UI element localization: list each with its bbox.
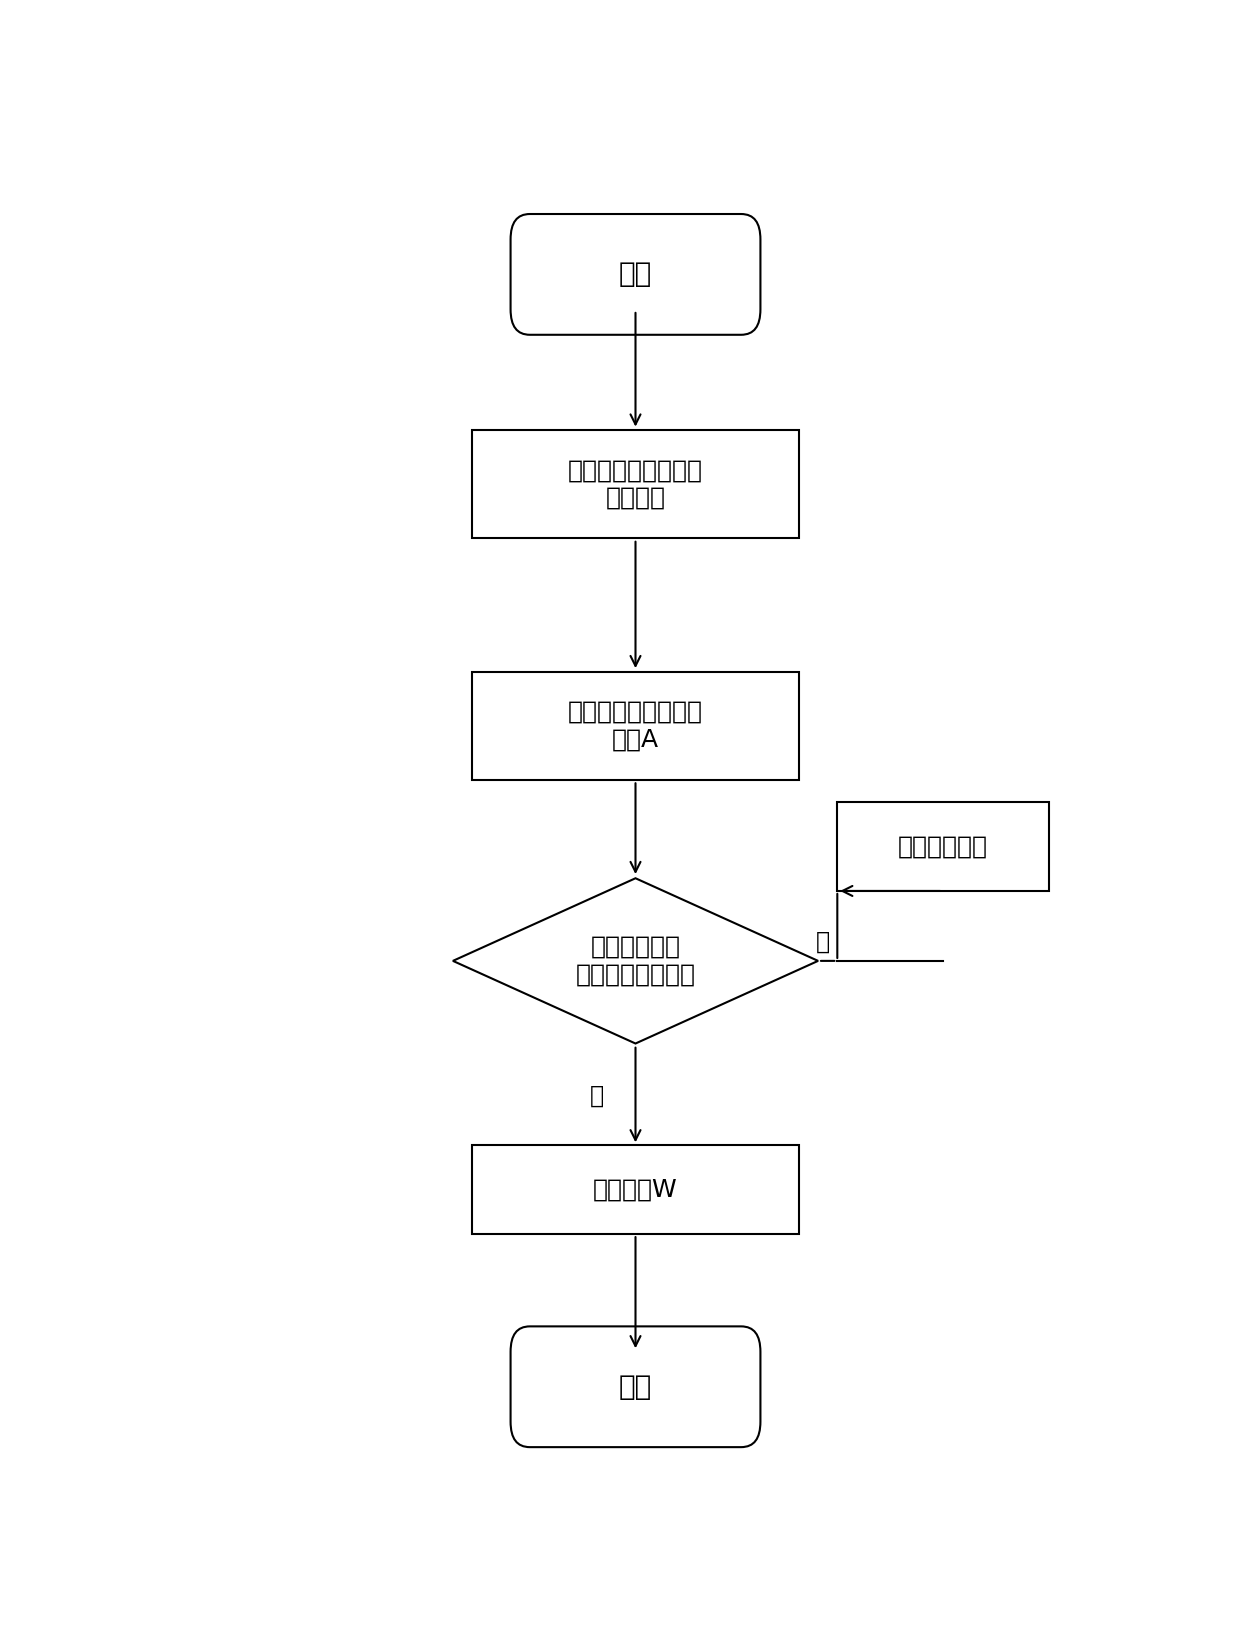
Bar	[472, 431, 799, 538]
Bar	[472, 1146, 799, 1235]
Polygon shape	[453, 878, 818, 1043]
Text: 是: 是	[590, 1083, 604, 1108]
Bar	[472, 672, 799, 779]
Text: 调整判断矩阵: 调整判断矩阵	[898, 834, 988, 859]
Text: 结束: 结束	[619, 1372, 652, 1400]
Text: 开始: 开始	[619, 261, 652, 289]
Text: 建立航空舵机层次分
析法模型: 建立航空舵机层次分 析法模型	[568, 459, 703, 510]
Text: 构造两两比较的判断
矩阵A: 构造两两比较的判断 矩阵A	[568, 700, 703, 751]
Text: 检验判断矩阵
是否为一致性矩阵: 检验判断矩阵 是否为一致性矩阵	[575, 934, 696, 987]
Text: 否: 否	[816, 930, 830, 954]
FancyBboxPatch shape	[511, 215, 760, 335]
FancyBboxPatch shape	[511, 1326, 760, 1448]
Text: 计算权重W: 计算权重W	[593, 1177, 678, 1202]
Bar	[837, 802, 1049, 892]
